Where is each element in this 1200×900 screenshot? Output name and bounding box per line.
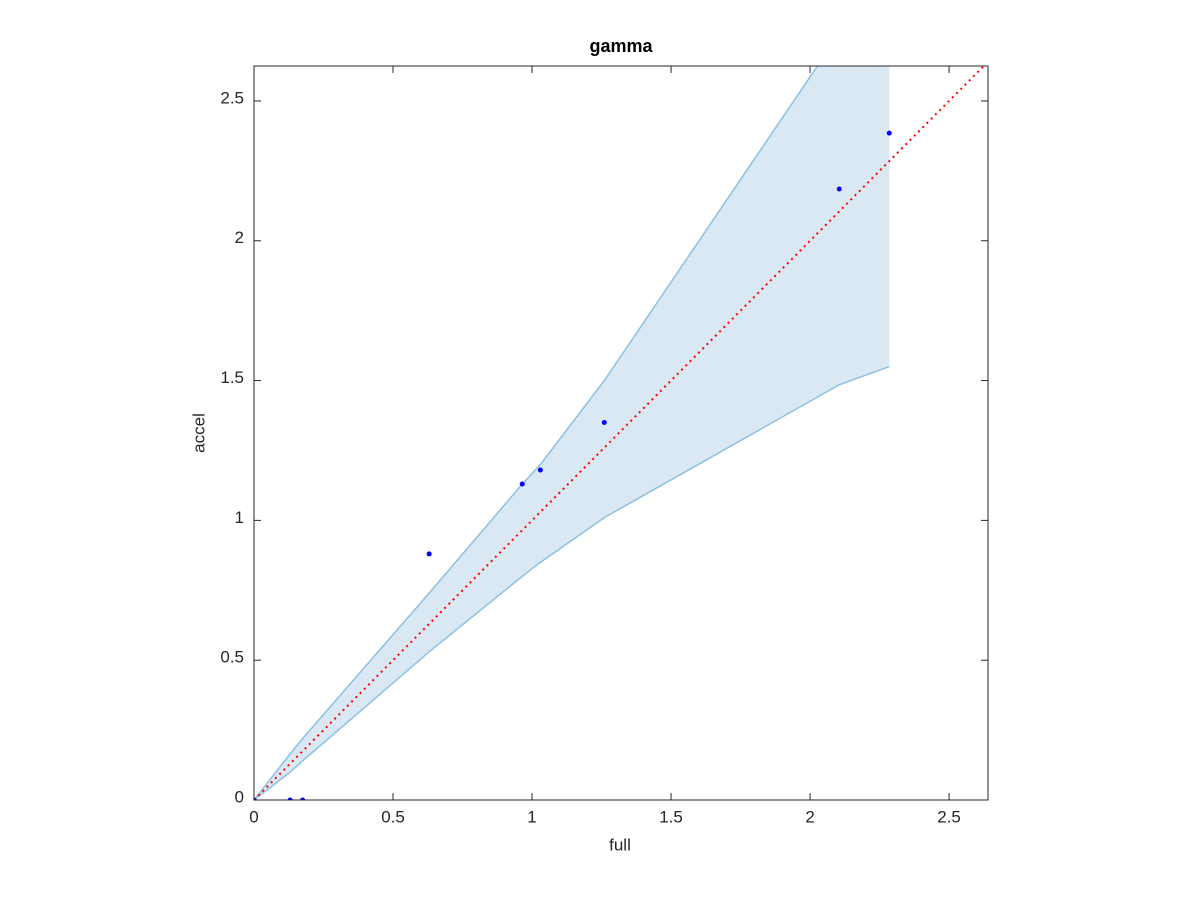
x-tick-label: 0 bbox=[249, 807, 258, 826]
data-point bbox=[287, 797, 293, 800]
band-fill bbox=[254, 66, 890, 800]
x-tick-label: 1.5 bbox=[659, 807, 683, 826]
y-tick-label: 0 bbox=[235, 787, 244, 806]
y-tick-label: 0.5 bbox=[220, 648, 244, 667]
x-tick-label: 2 bbox=[805, 807, 814, 826]
data-point bbox=[601, 420, 607, 426]
x-tick-label: 1 bbox=[527, 807, 536, 826]
data-point bbox=[254, 797, 257, 800]
data-point bbox=[836, 186, 842, 192]
data-point bbox=[300, 797, 306, 800]
y-tick-label: 2 bbox=[235, 228, 244, 247]
data-point bbox=[537, 467, 543, 473]
data-point bbox=[519, 481, 525, 487]
x-axis-label: full bbox=[609, 835, 631, 854]
y-axis-label: accel bbox=[189, 413, 208, 453]
y-tick-label: 1.5 bbox=[220, 368, 244, 387]
plot-area bbox=[254, 66, 986, 800]
band-edge bbox=[254, 365, 890, 800]
data-point bbox=[886, 130, 892, 136]
y-tick-label: 2.5 bbox=[220, 88, 244, 107]
x-tick-label: 2.5 bbox=[937, 807, 961, 826]
axes-box bbox=[253, 65, 989, 801]
chart-title: gamma bbox=[589, 36, 653, 56]
x-tick-label: 0.5 bbox=[381, 807, 405, 826]
y-tick-label: 1 bbox=[235, 508, 244, 527]
data-point bbox=[426, 551, 432, 557]
